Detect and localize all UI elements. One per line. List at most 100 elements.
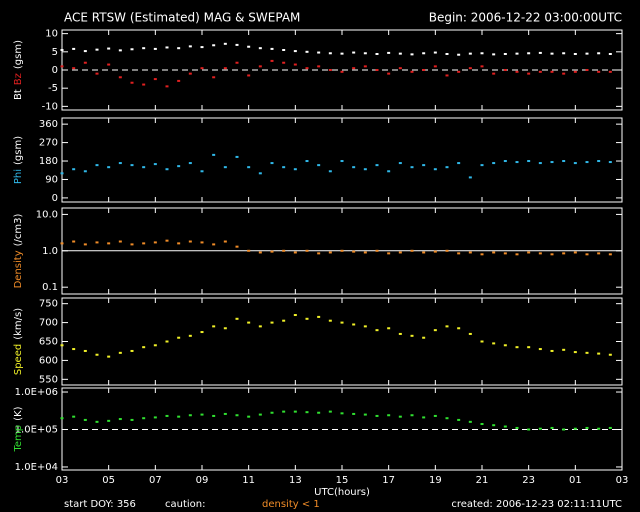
data-point	[340, 321, 344, 324]
y-axis-label: Density (/cm3)	[13, 214, 24, 289]
data-point	[527, 346, 531, 349]
data-point	[328, 52, 332, 55]
data-point	[177, 47, 181, 50]
data-point	[142, 47, 146, 50]
data-point	[317, 65, 321, 68]
data-point	[468, 420, 472, 423]
data-point	[270, 59, 274, 62]
data-point	[235, 43, 239, 46]
data-point	[562, 160, 566, 163]
data-point	[235, 245, 239, 248]
data-point	[375, 53, 379, 55]
data-point	[433, 51, 437, 54]
data-point	[340, 249, 344, 252]
data-point	[118, 49, 122, 52]
data-point	[457, 252, 461, 255]
data-point	[130, 418, 134, 421]
data-point	[468, 332, 472, 335]
x-tick-label: 21	[476, 475, 489, 486]
data-point	[503, 344, 507, 347]
data-point	[573, 427, 577, 430]
data-point	[457, 53, 461, 56]
data-point	[107, 355, 111, 358]
data-point	[468, 176, 472, 179]
data-point	[177, 242, 181, 245]
data-point	[165, 46, 169, 49]
data-point	[142, 346, 146, 349]
data-point	[562, 52, 566, 55]
data-point	[562, 348, 566, 351]
data-point	[492, 72, 496, 75]
data-point	[538, 348, 542, 351]
data-point	[293, 251, 297, 254]
data-point	[585, 351, 589, 354]
data-point	[457, 327, 461, 330]
y-axis-unit: (gsm)	[13, 136, 24, 165]
data-point	[142, 242, 146, 245]
data-point	[153, 344, 157, 347]
data-point	[293, 50, 297, 53]
data-point	[422, 52, 426, 55]
data-point	[387, 51, 391, 54]
data-point	[480, 164, 484, 167]
data-point	[515, 161, 519, 164]
data-point	[317, 164, 321, 167]
x-tick-label: 01	[569, 475, 582, 486]
footer-created: created: 2006-12-23 02:11:11UTC	[451, 499, 622, 510]
y-tick-label: 550	[39, 374, 58, 385]
data-point	[457, 70, 461, 73]
data-point	[375, 69, 379, 71]
data-point	[585, 253, 589, 256]
data-point	[177, 415, 181, 418]
data-point	[445, 74, 449, 77]
data-point	[305, 160, 309, 163]
data-point	[527, 428, 531, 431]
data-point	[293, 314, 297, 317]
data-point	[538, 162, 542, 165]
data-point	[317, 315, 321, 318]
data-point	[515, 253, 519, 256]
data-point	[235, 414, 239, 417]
data-point	[107, 419, 111, 422]
data-point	[258, 47, 262, 50]
data-point	[457, 162, 461, 165]
data-point	[72, 168, 76, 171]
data-point	[608, 426, 612, 429]
data-point	[328, 69, 332, 71]
data-point	[107, 63, 111, 66]
data-point	[375, 329, 379, 332]
y-axis-label: Speed (km/s)	[13, 308, 24, 375]
data-point	[188, 334, 192, 337]
data-point	[538, 427, 542, 430]
data-point	[550, 70, 554, 73]
data-point	[398, 251, 402, 254]
data-point	[480, 253, 484, 256]
chart-subtitle: Begin: 2006-12-22 03:00:00UTC	[429, 11, 622, 25]
data-point	[83, 418, 87, 421]
y-tick-label: 700	[39, 318, 58, 329]
legend-entry: Phi	[13, 169, 24, 184]
legend-entry: Bt	[13, 89, 24, 100]
data-point	[550, 349, 554, 352]
data-point	[235, 317, 239, 320]
data-point	[398, 162, 402, 165]
data-point	[538, 252, 542, 255]
data-point	[328, 410, 332, 413]
data-point	[375, 249, 379, 252]
data-point	[352, 323, 356, 326]
data-point	[352, 412, 356, 415]
x-tick-label: 19	[429, 475, 442, 486]
y-axis-label: Phi (gsm)	[13, 136, 24, 184]
data-point	[60, 242, 64, 245]
data-point	[282, 49, 286, 51]
data-point	[258, 172, 262, 175]
data-point	[153, 241, 157, 244]
data-point	[398, 415, 402, 418]
data-point	[83, 349, 87, 352]
data-point	[328, 319, 332, 322]
data-point	[282, 249, 286, 252]
data-point	[433, 168, 437, 171]
data-point	[153, 416, 157, 419]
y-tick-label: 0	[52, 65, 58, 76]
data-point	[597, 52, 601, 55]
